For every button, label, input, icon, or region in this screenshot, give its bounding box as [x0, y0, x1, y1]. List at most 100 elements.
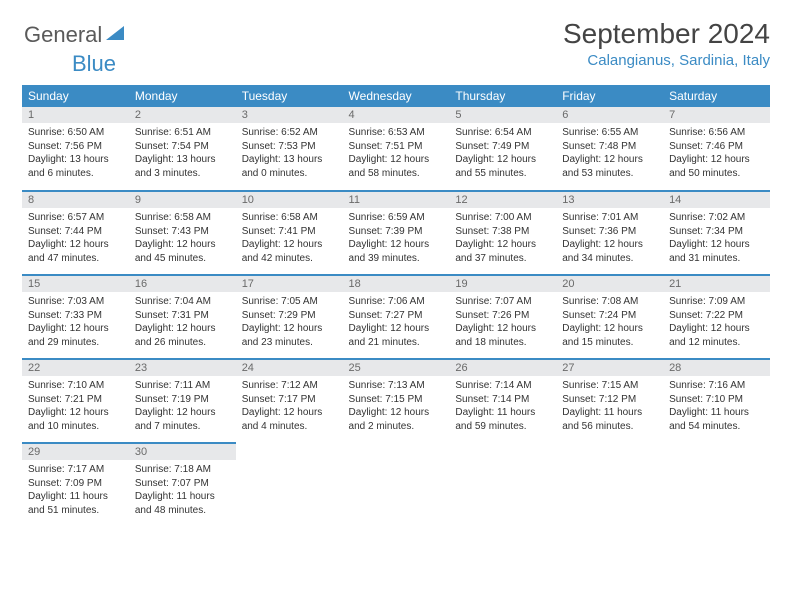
calendar-cell: 19Sunrise: 7:07 AMSunset: 7:26 PMDayligh…	[449, 275, 556, 359]
day-details: Sunrise: 7:05 AMSunset: 7:29 PMDaylight:…	[236, 292, 343, 353]
brand-general: General	[24, 22, 102, 48]
calendar-cell: 20Sunrise: 7:08 AMSunset: 7:24 PMDayligh…	[556, 275, 663, 359]
day-number: 28	[663, 360, 770, 376]
day-details: Sunrise: 7:10 AMSunset: 7:21 PMDaylight:…	[22, 376, 129, 437]
calendar-cell: 18Sunrise: 7:06 AMSunset: 7:27 PMDayligh…	[343, 275, 450, 359]
calendar-cell: 24Sunrise: 7:12 AMSunset: 7:17 PMDayligh…	[236, 359, 343, 443]
day-number: 25	[343, 360, 450, 376]
calendar-cell: 14Sunrise: 7:02 AMSunset: 7:34 PMDayligh…	[663, 191, 770, 275]
title-block: September 2024 Calangianus, Sardinia, It…	[563, 18, 770, 69]
calendar-cell	[236, 443, 343, 527]
day-details: Sunrise: 7:02 AMSunset: 7:34 PMDaylight:…	[663, 208, 770, 269]
day-details: Sunrise: 6:58 AMSunset: 7:43 PMDaylight:…	[129, 208, 236, 269]
day-details: Sunrise: 7:16 AMSunset: 7:10 PMDaylight:…	[663, 376, 770, 437]
brand-sail-icon	[104, 24, 126, 47]
day-number: 11	[343, 192, 450, 208]
day-number: 4	[343, 107, 450, 123]
day-number: 9	[129, 192, 236, 208]
calendar-cell: 17Sunrise: 7:05 AMSunset: 7:29 PMDayligh…	[236, 275, 343, 359]
day-number: 6	[556, 107, 663, 123]
weekday-header: Sunday	[22, 85, 129, 107]
day-details: Sunrise: 7:01 AMSunset: 7:36 PMDaylight:…	[556, 208, 663, 269]
calendar-cell	[449, 443, 556, 527]
day-number: 29	[22, 444, 129, 460]
calendar-cell: 9Sunrise: 6:58 AMSunset: 7:43 PMDaylight…	[129, 191, 236, 275]
calendar-cell: 28Sunrise: 7:16 AMSunset: 7:10 PMDayligh…	[663, 359, 770, 443]
weekday-header: Saturday	[663, 85, 770, 107]
weekday-header: Monday	[129, 85, 236, 107]
calendar-week-row: 15Sunrise: 7:03 AMSunset: 7:33 PMDayligh…	[22, 275, 770, 359]
day-details: Sunrise: 7:04 AMSunset: 7:31 PMDaylight:…	[129, 292, 236, 353]
calendar-cell: 11Sunrise: 6:59 AMSunset: 7:39 PMDayligh…	[343, 191, 450, 275]
day-details: Sunrise: 6:59 AMSunset: 7:39 PMDaylight:…	[343, 208, 450, 269]
day-number: 12	[449, 192, 556, 208]
weekday-header-row: Sunday Monday Tuesday Wednesday Thursday…	[22, 85, 770, 107]
day-number: 22	[22, 360, 129, 376]
day-number: 30	[129, 444, 236, 460]
day-number: 16	[129, 276, 236, 292]
calendar-cell: 3Sunrise: 6:52 AMSunset: 7:53 PMDaylight…	[236, 107, 343, 191]
calendar-cell	[663, 443, 770, 527]
day-details: Sunrise: 6:50 AMSunset: 7:56 PMDaylight:…	[22, 123, 129, 184]
day-details: Sunrise: 7:13 AMSunset: 7:15 PMDaylight:…	[343, 376, 450, 437]
day-details: Sunrise: 7:00 AMSunset: 7:38 PMDaylight:…	[449, 208, 556, 269]
calendar-cell: 29Sunrise: 7:17 AMSunset: 7:09 PMDayligh…	[22, 443, 129, 527]
day-details: Sunrise: 7:15 AMSunset: 7:12 PMDaylight:…	[556, 376, 663, 437]
day-details: Sunrise: 7:17 AMSunset: 7:09 PMDaylight:…	[22, 460, 129, 521]
calendar-week-row: 8Sunrise: 6:57 AMSunset: 7:44 PMDaylight…	[22, 191, 770, 275]
calendar-cell: 22Sunrise: 7:10 AMSunset: 7:21 PMDayligh…	[22, 359, 129, 443]
calendar-cell: 27Sunrise: 7:15 AMSunset: 7:12 PMDayligh…	[556, 359, 663, 443]
calendar-cell: 25Sunrise: 7:13 AMSunset: 7:15 PMDayligh…	[343, 359, 450, 443]
day-number: 7	[663, 107, 770, 123]
day-details: Sunrise: 7:06 AMSunset: 7:27 PMDaylight:…	[343, 292, 450, 353]
weekday-header: Wednesday	[343, 85, 450, 107]
calendar-cell: 1Sunrise: 6:50 AMSunset: 7:56 PMDaylight…	[22, 107, 129, 191]
day-number: 20	[556, 276, 663, 292]
calendar-cell: 8Sunrise: 6:57 AMSunset: 7:44 PMDaylight…	[22, 191, 129, 275]
calendar-cell: 16Sunrise: 7:04 AMSunset: 7:31 PMDayligh…	[129, 275, 236, 359]
calendar-cell: 15Sunrise: 7:03 AMSunset: 7:33 PMDayligh…	[22, 275, 129, 359]
day-details: Sunrise: 6:53 AMSunset: 7:51 PMDaylight:…	[343, 123, 450, 184]
calendar-cell: 12Sunrise: 7:00 AMSunset: 7:38 PMDayligh…	[449, 191, 556, 275]
day-details: Sunrise: 7:09 AMSunset: 7:22 PMDaylight:…	[663, 292, 770, 353]
calendar-cell: 5Sunrise: 6:54 AMSunset: 7:49 PMDaylight…	[449, 107, 556, 191]
calendar-week-row: 1Sunrise: 6:50 AMSunset: 7:56 PMDaylight…	[22, 107, 770, 191]
location-subtitle: Calangianus, Sardinia, Italy	[563, 52, 770, 69]
day-number: 3	[236, 107, 343, 123]
calendar-cell: 10Sunrise: 6:58 AMSunset: 7:41 PMDayligh…	[236, 191, 343, 275]
day-details: Sunrise: 6:52 AMSunset: 7:53 PMDaylight:…	[236, 123, 343, 184]
day-number: 21	[663, 276, 770, 292]
day-details: Sunrise: 6:58 AMSunset: 7:41 PMDaylight:…	[236, 208, 343, 269]
day-number: 10	[236, 192, 343, 208]
day-number: 23	[129, 360, 236, 376]
calendar-cell: 21Sunrise: 7:09 AMSunset: 7:22 PMDayligh…	[663, 275, 770, 359]
calendar-table: Sunday Monday Tuesday Wednesday Thursday…	[22, 85, 770, 527]
calendar-week-row: 22Sunrise: 7:10 AMSunset: 7:21 PMDayligh…	[22, 359, 770, 443]
day-details: Sunrise: 6:56 AMSunset: 7:46 PMDaylight:…	[663, 123, 770, 184]
calendar-cell: 6Sunrise: 6:55 AMSunset: 7:48 PMDaylight…	[556, 107, 663, 191]
day-number: 27	[556, 360, 663, 376]
day-number: 15	[22, 276, 129, 292]
day-number: 17	[236, 276, 343, 292]
day-details: Sunrise: 7:03 AMSunset: 7:33 PMDaylight:…	[22, 292, 129, 353]
weekday-header: Friday	[556, 85, 663, 107]
brand-logo: General	[22, 22, 128, 48]
day-number: 19	[449, 276, 556, 292]
day-details: Sunrise: 6:51 AMSunset: 7:54 PMDaylight:…	[129, 123, 236, 184]
weekday-header: Thursday	[449, 85, 556, 107]
calendar-cell	[556, 443, 663, 527]
day-number: 13	[556, 192, 663, 208]
day-details: Sunrise: 7:18 AMSunset: 7:07 PMDaylight:…	[129, 460, 236, 521]
day-details: Sunrise: 7:12 AMSunset: 7:17 PMDaylight:…	[236, 376, 343, 437]
day-number: 14	[663, 192, 770, 208]
month-title: September 2024	[563, 18, 770, 50]
weekday-header: Tuesday	[236, 85, 343, 107]
day-details: Sunrise: 7:11 AMSunset: 7:19 PMDaylight:…	[129, 376, 236, 437]
calendar-cell: 13Sunrise: 7:01 AMSunset: 7:36 PMDayligh…	[556, 191, 663, 275]
day-details: Sunrise: 7:14 AMSunset: 7:14 PMDaylight:…	[449, 376, 556, 437]
day-number: 26	[449, 360, 556, 376]
day-number: 18	[343, 276, 450, 292]
day-details: Sunrise: 7:07 AMSunset: 7:26 PMDaylight:…	[449, 292, 556, 353]
calendar-cell: 7Sunrise: 6:56 AMSunset: 7:46 PMDaylight…	[663, 107, 770, 191]
day-details: Sunrise: 6:57 AMSunset: 7:44 PMDaylight:…	[22, 208, 129, 269]
